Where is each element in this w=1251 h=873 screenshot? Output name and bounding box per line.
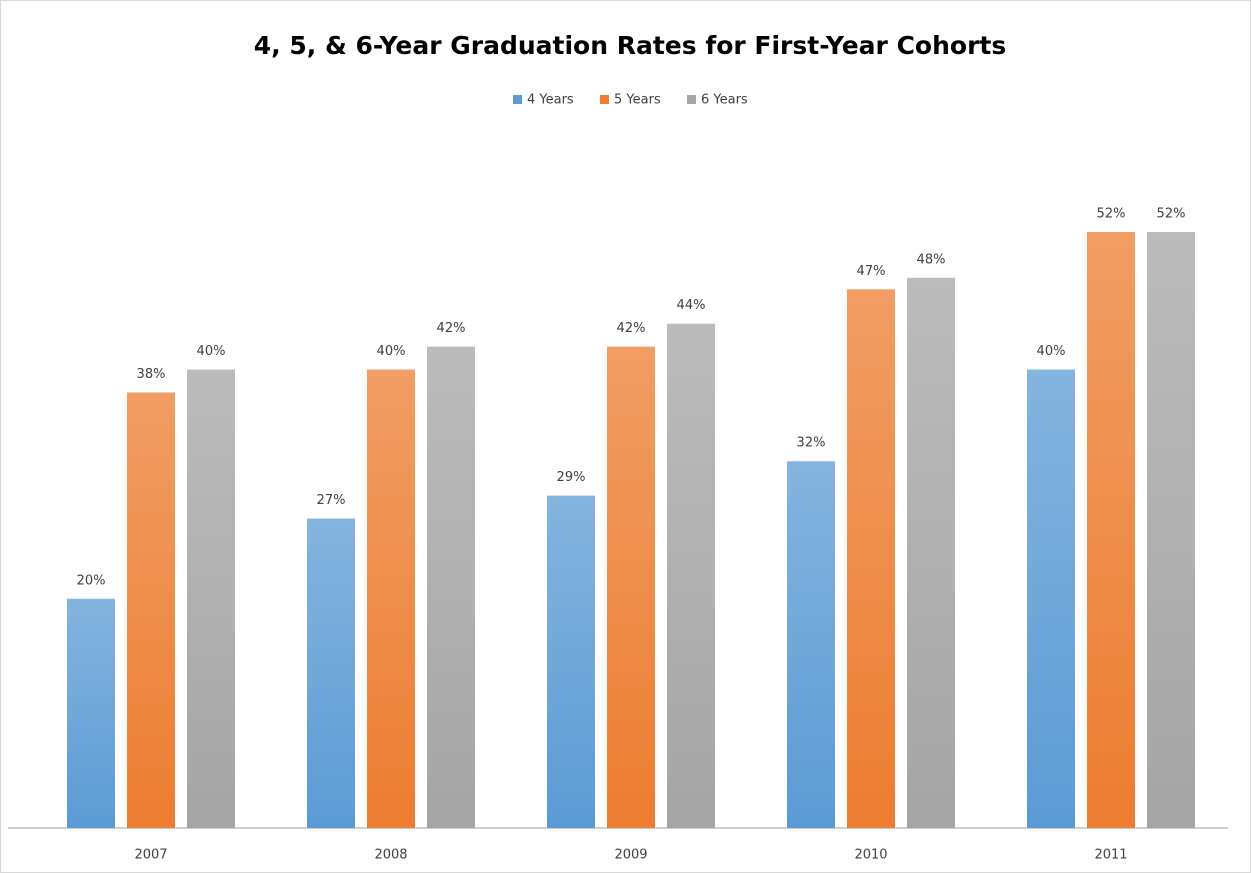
data-label: 44%: [677, 298, 706, 313]
bar: [1087, 232, 1135, 828]
bar: [67, 598, 115, 828]
bar: [847, 289, 895, 828]
legend-label: 4 Years: [527, 93, 574, 108]
data-label: 20%: [77, 573, 106, 588]
bar: [307, 518, 355, 828]
legend-label: 6 Years: [701, 93, 748, 108]
bar: [127, 392, 175, 828]
data-label: 42%: [617, 321, 646, 336]
bar: [547, 495, 595, 828]
data-label: 52%: [1157, 207, 1186, 222]
data-label: 32%: [797, 436, 826, 451]
data-label: 47%: [857, 264, 886, 279]
data-label: 27%: [317, 493, 346, 508]
bar: [1147, 232, 1195, 828]
bar: [1027, 369, 1075, 828]
legend-label: 5 Years: [614, 93, 661, 108]
x-tick-label: 2007: [134, 848, 167, 863]
x-tick-label: 2008: [374, 848, 407, 863]
chart-title: 4, 5, & 6-Year Graduation Rates for Firs…: [254, 31, 1006, 60]
data-label: 40%: [197, 344, 226, 359]
data-label: 38%: [137, 367, 166, 382]
data-label: 40%: [377, 344, 406, 359]
bar: [607, 346, 655, 828]
x-tick-label: 2009: [614, 848, 647, 863]
bar: [667, 323, 715, 828]
x-tick-label: 2011: [1094, 848, 1127, 863]
bar: [787, 461, 835, 828]
x-tick-label: 2010: [854, 848, 887, 863]
legend-swatch: [687, 95, 696, 104]
legend-swatch: [600, 95, 609, 104]
data-label: 29%: [557, 470, 586, 485]
bar: [907, 277, 955, 828]
data-label: 48%: [917, 252, 946, 267]
bar: [367, 369, 415, 828]
bar: [427, 346, 475, 828]
bar: [187, 369, 235, 828]
legend-swatch: [513, 95, 522, 104]
data-label: 52%: [1097, 207, 1126, 222]
data-label: 40%: [1037, 344, 1066, 359]
data-label: 42%: [437, 321, 466, 336]
